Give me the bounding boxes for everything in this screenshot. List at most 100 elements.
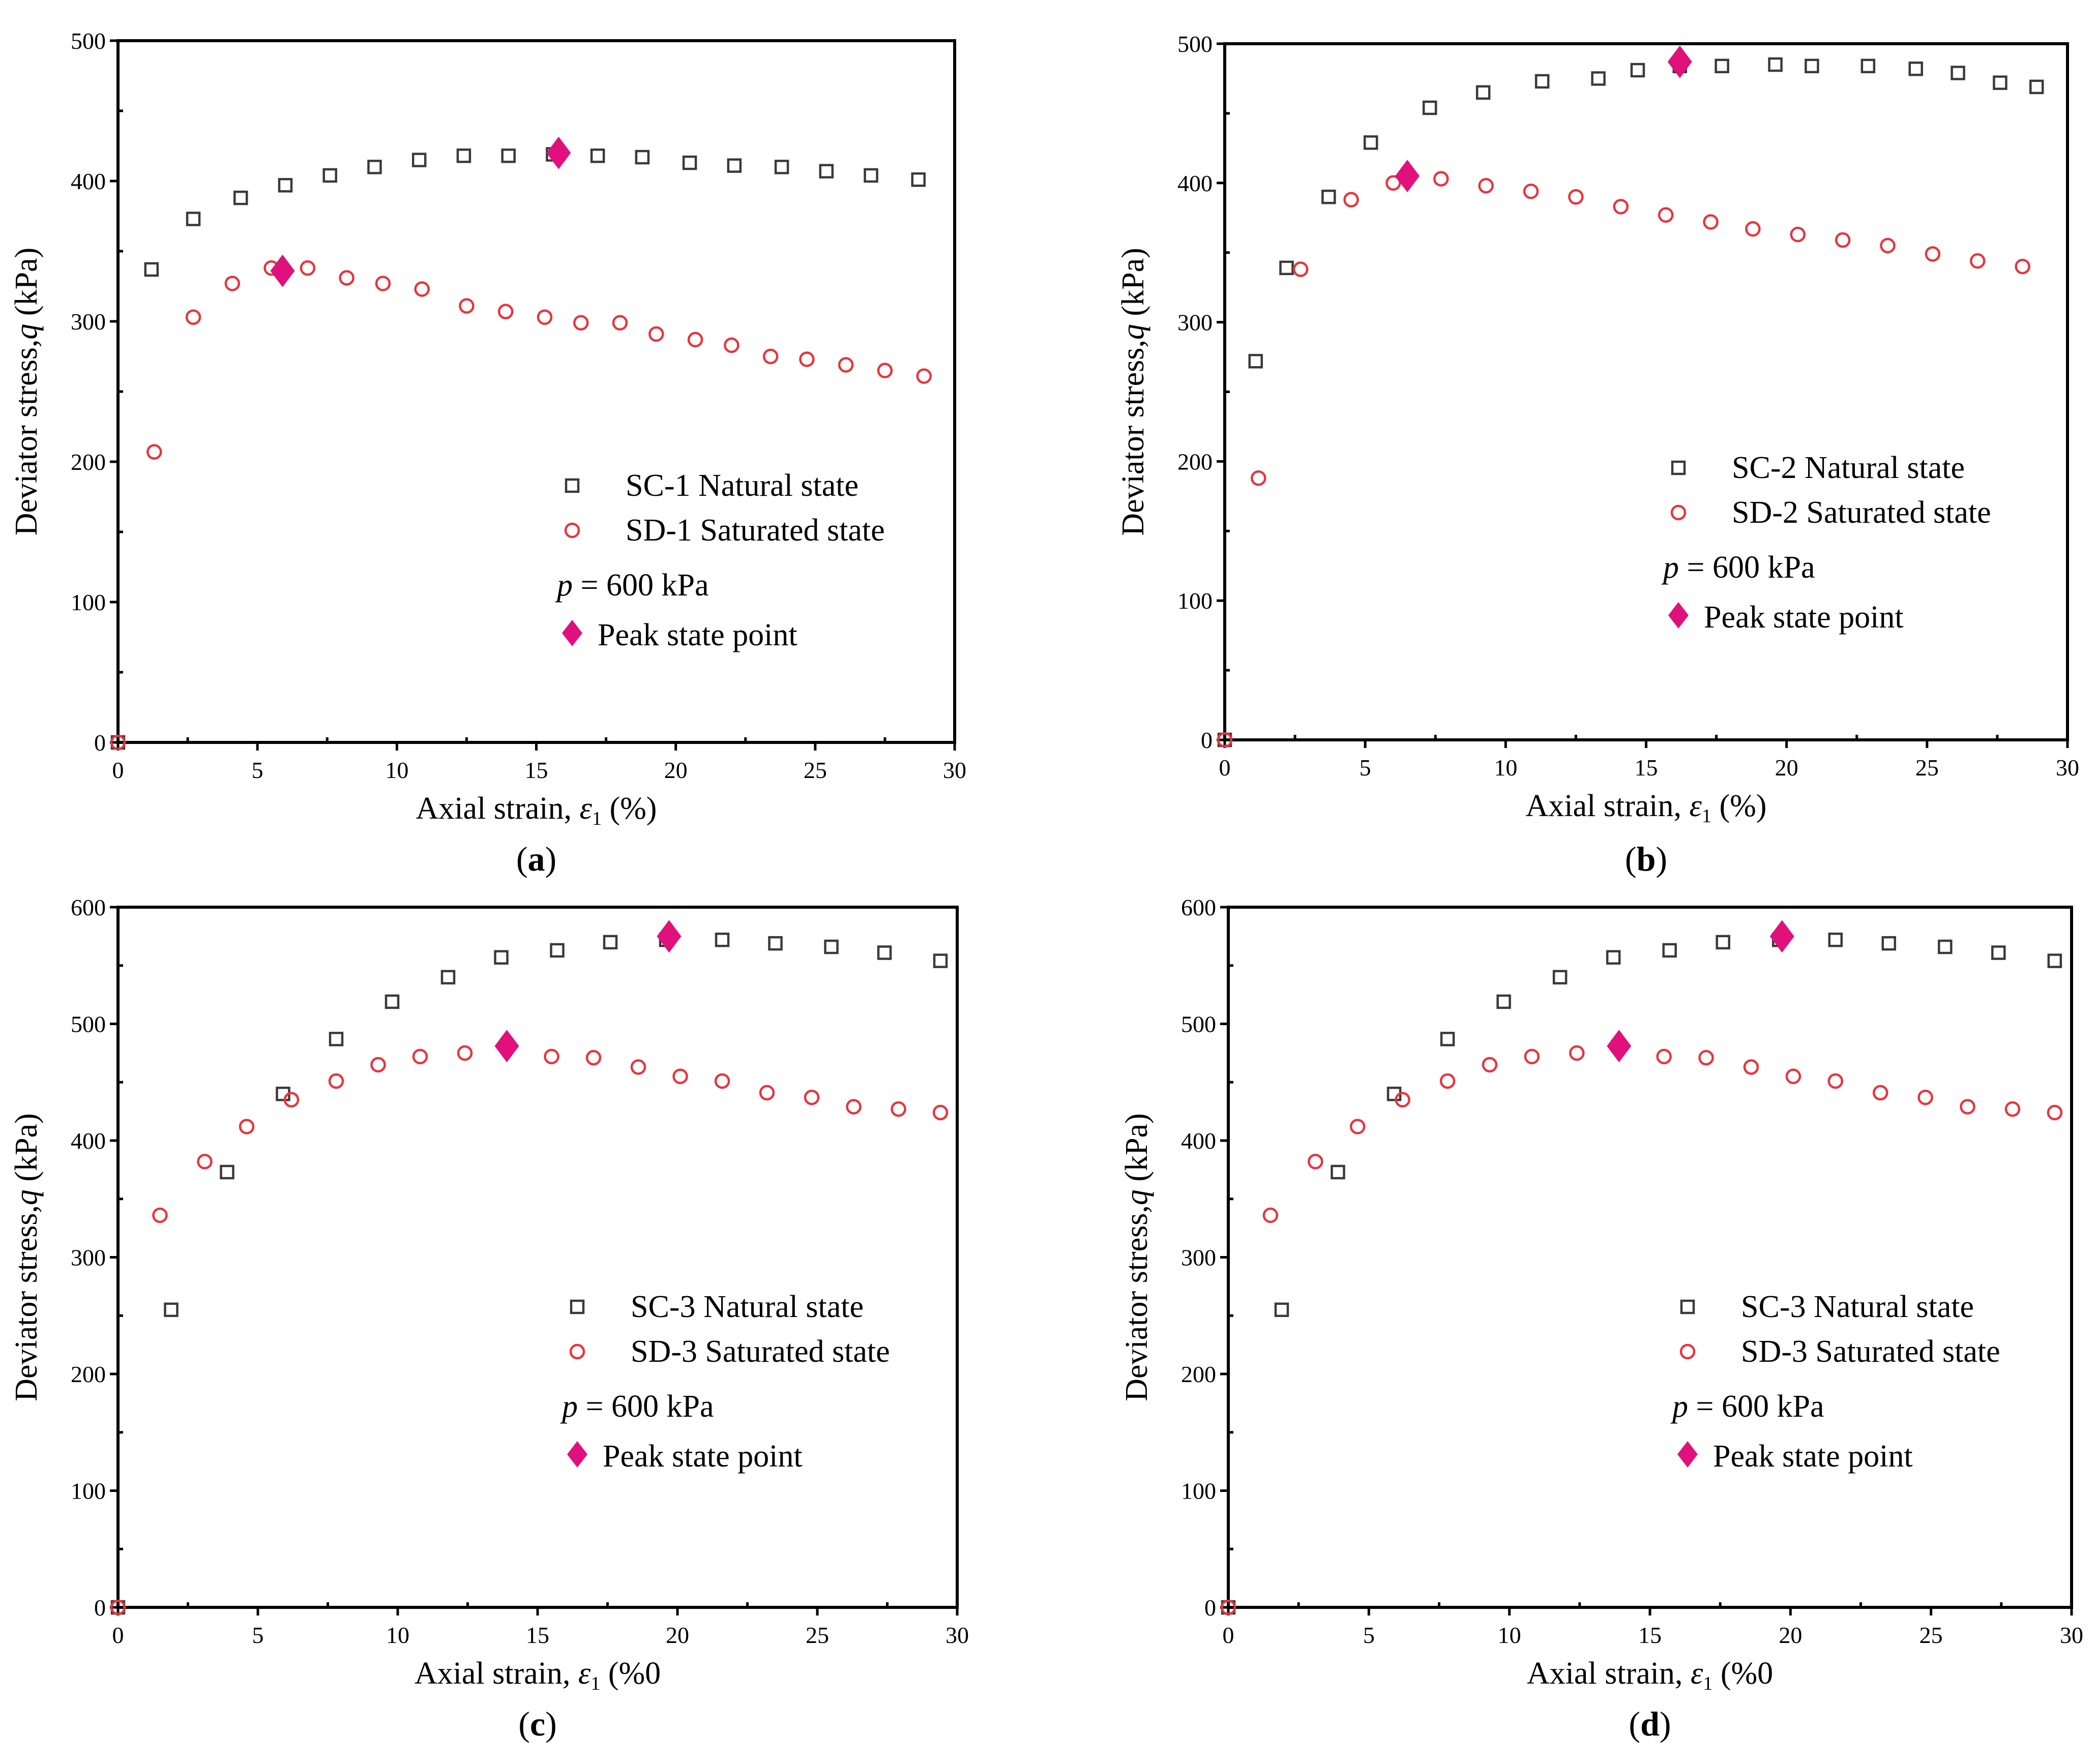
saturated-state-point bbox=[1970, 253, 1986, 269]
x-tick-label: 0 bbox=[112, 757, 124, 783]
x-tick-label: 10 bbox=[1494, 755, 1517, 781]
saturated-state-point bbox=[146, 444, 162, 460]
natural-state-point bbox=[1715, 58, 1729, 74]
natural-state-point bbox=[1248, 354, 1263, 369]
saturated-state-point bbox=[648, 326, 664, 342]
legend-diamond-marker bbox=[567, 1441, 587, 1468]
saturated-state-point bbox=[414, 281, 430, 297]
saturated-state-point bbox=[1478, 178, 1494, 194]
saturated-state-point bbox=[1835, 232, 1851, 248]
saturated-state-point bbox=[300, 260, 316, 276]
saturated-state-point bbox=[1790, 226, 1806, 243]
saturated-state-point bbox=[1433, 171, 1449, 187]
saturated-state-point bbox=[1827, 1073, 1844, 1089]
pressure-annotation: p = 600 kPa bbox=[560, 1389, 714, 1424]
saturated-state-point bbox=[1482, 1057, 1498, 1073]
legend-square-marker bbox=[1671, 460, 1686, 475]
y-tick-label: 400 bbox=[1181, 1128, 1216, 1154]
natural-state-point bbox=[1552, 970, 1568, 984]
x-tick-label: 25 bbox=[806, 1622, 829, 1648]
natural-state-point bbox=[1606, 950, 1621, 965]
saturated-state-point bbox=[1743, 1059, 1759, 1075]
natural-state-point bbox=[1951, 66, 1965, 80]
plot-frame bbox=[116, 39, 956, 744]
natural-state-point bbox=[1422, 100, 1437, 115]
peak-state-marker bbox=[270, 254, 295, 287]
legend-diamond-marker bbox=[562, 620, 582, 646]
saturated-state-point bbox=[2004, 1101, 2021, 1117]
x-tick-label: 30 bbox=[2056, 755, 2079, 781]
plot-frame bbox=[116, 906, 959, 1609]
saturated-state-point bbox=[585, 1050, 602, 1066]
legend-entry-label: SC-2 Natural state bbox=[1732, 451, 1965, 485]
pressure-annotation: p = 600 kPa bbox=[555, 568, 708, 603]
saturated-state-point bbox=[370, 1057, 386, 1073]
legend-entry-label: Peak state point bbox=[603, 1439, 803, 1474]
saturated-state-point bbox=[724, 337, 740, 353]
natural-state-point bbox=[1363, 135, 1378, 150]
y-tick-label: 500 bbox=[1181, 1011, 1216, 1037]
saturated-state-point bbox=[1656, 1049, 1672, 1065]
saturated-state-point bbox=[1960, 1099, 1975, 1115]
x-tick-label: 30 bbox=[946, 1622, 969, 1648]
natural-state-point bbox=[715, 933, 730, 947]
x-tick-label: 20 bbox=[1779, 1622, 1802, 1648]
saturated-state-point bbox=[110, 734, 126, 751]
saturated-state-point bbox=[804, 1089, 820, 1105]
y-tick-label: 200 bbox=[71, 1361, 106, 1387]
saturated-state-point bbox=[1568, 189, 1584, 205]
y-tick-label: 0 bbox=[1201, 727, 1213, 753]
natural-state-point bbox=[1274, 1302, 1289, 1318]
saturated-state-point bbox=[1262, 1207, 1279, 1223]
x-tick-label: 5 bbox=[1363, 1622, 1375, 1648]
peak-state-marker bbox=[1667, 45, 1692, 78]
saturated-state-point bbox=[339, 270, 355, 286]
natural-state-point bbox=[768, 936, 783, 951]
saturated-state-point bbox=[916, 368, 932, 384]
natural-state-point bbox=[682, 155, 697, 170]
panel-label: (c) bbox=[518, 1705, 557, 1743]
y-tick-label: 600 bbox=[71, 894, 106, 920]
y-tick-label: 200 bbox=[71, 449, 106, 475]
y-tick-label: 400 bbox=[71, 1128, 106, 1154]
peak-state-marker bbox=[494, 1030, 519, 1063]
saturated-state-point bbox=[1925, 246, 1941, 262]
saturated-state-point bbox=[328, 1073, 344, 1089]
saturated-state-point bbox=[497, 304, 514, 319]
natural-state-point bbox=[494, 950, 509, 965]
y-axis-label: Deviator stress,q (kPa) bbox=[9, 248, 44, 535]
saturated-state-point bbox=[1613, 199, 1629, 215]
natural-state-point bbox=[164, 1302, 179, 1318]
x-axis-label: Axial strain, ε1 (%) bbox=[1526, 789, 1767, 827]
saturated-state-point bbox=[537, 309, 553, 325]
natural-state-point bbox=[824, 939, 839, 954]
plot-frame bbox=[1227, 906, 2073, 1609]
x-tick-label: 10 bbox=[386, 1622, 409, 1648]
saturated-state-point bbox=[1658, 207, 1674, 223]
saturated-state-point bbox=[612, 315, 628, 331]
pressure-annotation: p = 600 kPa bbox=[1670, 1389, 1824, 1424]
natural-state-point bbox=[1938, 939, 1953, 954]
natural-state-point bbox=[1534, 74, 1550, 89]
y-tick-label: 600 bbox=[1181, 894, 1216, 920]
legend-entry-label: SD-3 Saturated state bbox=[1741, 1334, 2000, 1369]
natural-state-point bbox=[220, 1164, 234, 1180]
saturated-state-point bbox=[152, 1207, 168, 1223]
legend-circle-marker bbox=[1679, 1343, 1696, 1360]
x-tick-label: 10 bbox=[1498, 1622, 1521, 1648]
saturated-state-point bbox=[573, 315, 589, 331]
x-axis-label: Axial strain, ε1 (%0 bbox=[1527, 1656, 1773, 1694]
saturated-state-point bbox=[1745, 221, 1761, 237]
y-tick-label: 100 bbox=[1181, 1478, 1216, 1504]
y-tick-label: 0 bbox=[1204, 1595, 1216, 1621]
natural-state-point bbox=[1662, 943, 1677, 958]
saturated-state-point bbox=[846, 1099, 862, 1115]
saturated-state-point bbox=[1220, 1599, 1236, 1616]
y-tick-label: 400 bbox=[71, 168, 106, 194]
natural-state-point bbox=[233, 190, 248, 205]
natural-state-point bbox=[1279, 260, 1294, 276]
saturated-state-point bbox=[630, 1059, 646, 1075]
saturated-state-point bbox=[1785, 1068, 1801, 1085]
